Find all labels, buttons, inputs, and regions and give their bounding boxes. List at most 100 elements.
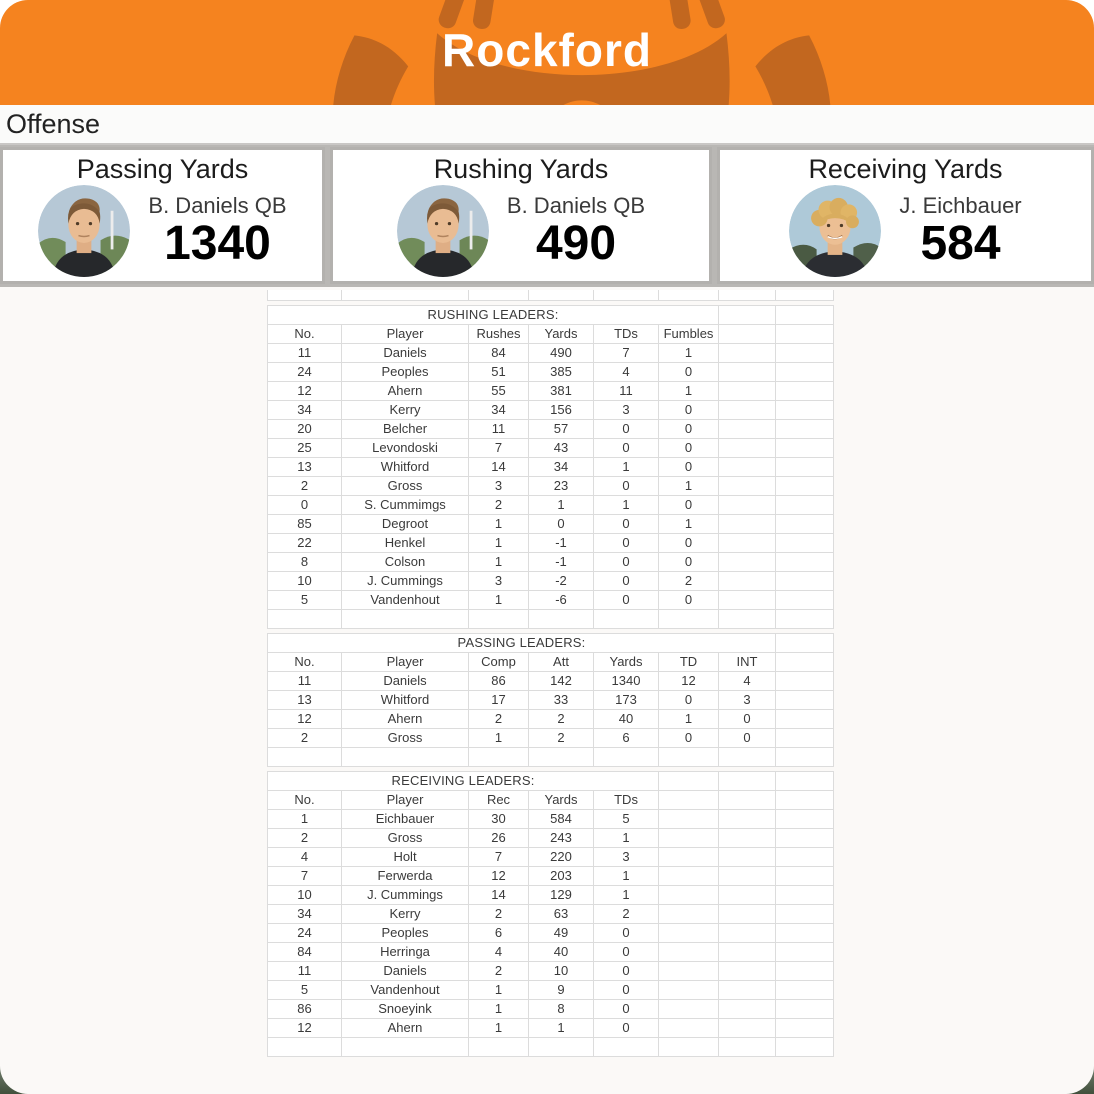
table-cell	[775, 979, 835, 1000]
table-cell: 0	[593, 551, 659, 572]
column-header-cell: Player	[341, 789, 469, 810]
table-cell: 0	[657, 361, 720, 382]
card-title: Passing Yards	[76, 154, 249, 184]
table-cell	[718, 399, 777, 420]
table-cell	[718, 903, 777, 924]
table-cell: 2	[267, 475, 342, 496]
table-cell: 1	[593, 494, 659, 515]
table-cell	[658, 884, 720, 905]
table-cell: 1	[593, 456, 659, 477]
table-cell	[775, 632, 835, 653]
table-cell: 2	[267, 827, 342, 848]
table-cell: 24	[267, 361, 342, 382]
table-cell	[468, 746, 529, 767]
table-cell	[468, 1036, 529, 1057]
column-header-cell: TDs	[593, 323, 659, 344]
table-cell: 0	[593, 513, 659, 534]
table-cell	[718, 1017, 777, 1038]
player-photo	[396, 185, 489, 277]
table-cell: 385	[528, 361, 594, 382]
table-cell: -1	[528, 532, 594, 553]
table-cell: J. Cummings	[341, 884, 469, 905]
table-cell	[775, 746, 835, 767]
table-cell: 23	[528, 475, 594, 496]
table-cell: Snoeyink	[341, 998, 469, 1019]
column-header-cell	[718, 323, 777, 344]
table-title-row: PASSING LEADERS:	[266, 632, 835, 653]
table-cell: 1	[468, 589, 529, 610]
table-row: 34 Kerry 2 63 2	[267, 903, 835, 924]
player-name: B. Daniels QB	[506, 192, 646, 218]
table-cell	[775, 589, 835, 610]
table-cell: 584	[528, 808, 594, 829]
stat-value: 1340	[164, 216, 271, 270]
table-cell	[267, 746, 342, 767]
table-cell: 5	[267, 589, 342, 610]
table-cell: 12	[468, 865, 529, 886]
table-row: 13 Whitford 14 34 1 0	[267, 456, 835, 477]
player-photo	[38, 185, 131, 277]
table-cell	[775, 361, 835, 382]
table-cell: 8	[267, 551, 342, 572]
table-cell	[718, 827, 777, 848]
receiving-leaders-table: RECEIVING LEADERS: No. Player Rec Yards TDs 1 E…	[266, 770, 835, 1057]
table-cell	[528, 608, 594, 629]
table-cell: 2	[468, 903, 529, 924]
player-photo	[789, 185, 882, 277]
column-header-cell: Rushes	[468, 323, 529, 344]
table-cell: 0	[528, 513, 594, 534]
column-header-cell	[718, 789, 777, 810]
table-cell: 11	[267, 342, 342, 363]
table-cell: 0	[592, 922, 660, 943]
table-cell: 34	[528, 456, 594, 477]
table-cell	[528, 290, 594, 301]
table-row: 2 Gross 26 243 1	[267, 827, 835, 848]
table-cell: 84	[468, 342, 529, 363]
table-row: 11 Daniels 86 142 1340 12 4	[267, 670, 835, 691]
table-cell: 14	[468, 884, 529, 905]
table-cell: Henkel	[341, 532, 469, 553]
table-cell	[775, 1017, 835, 1038]
offense-label: Offense	[6, 108, 101, 139]
table-cell: Holt	[341, 846, 469, 867]
table-cell: 0	[593, 437, 659, 458]
table-cell: 381	[528, 380, 594, 401]
partial-row-table	[267, 290, 834, 301]
table-cell	[658, 1036, 720, 1057]
table-cell	[718, 808, 777, 829]
table-cell: Whitford	[341, 689, 469, 710]
table-cell: 40	[528, 941, 594, 962]
table-header-row: No. Player Rec Yards TDs	[267, 789, 835, 810]
table-row: 86 Snoeyink 1 8 0	[267, 998, 835, 1019]
table-cell: Vandenhout	[341, 979, 469, 1000]
table-cell: 12	[267, 708, 342, 729]
table-cell	[775, 770, 835, 791]
card-title: Receiving Yards	[808, 154, 1003, 184]
table-cell: 1	[658, 708, 719, 729]
table-cell	[718, 960, 777, 981]
table-cell	[718, 456, 777, 477]
table-cell: Ferwerda	[341, 865, 469, 886]
table-cell: 55	[468, 380, 529, 401]
table-cell: 3	[592, 846, 660, 867]
table-cell: 7	[468, 846, 529, 867]
table-row: 85 Degroot 1 0 0 1	[267, 513, 835, 534]
table-cell	[658, 290, 719, 301]
table-cell: 2	[468, 960, 529, 981]
table-cell: -2	[528, 570, 594, 591]
table-cell: 1	[657, 380, 720, 401]
table-cell: 1	[657, 475, 720, 496]
table-cell: Levondoski	[341, 437, 469, 458]
table-cell: 1	[468, 1017, 529, 1038]
table-cell: 156	[528, 399, 594, 420]
table-cell: 3	[468, 475, 529, 496]
table-cell	[775, 399, 835, 420]
table-row: 84 Herringa 4 40 0	[267, 941, 835, 962]
column-header-cell: Player	[341, 651, 469, 672]
table-cell	[775, 475, 835, 496]
column-header-cell: TD	[658, 651, 719, 672]
table-cell: 1	[468, 532, 529, 553]
table-cell: 1	[468, 513, 529, 534]
table-cell	[658, 903, 720, 924]
table-row: 12 Ahern 2 2 40 1 0	[267, 708, 835, 729]
